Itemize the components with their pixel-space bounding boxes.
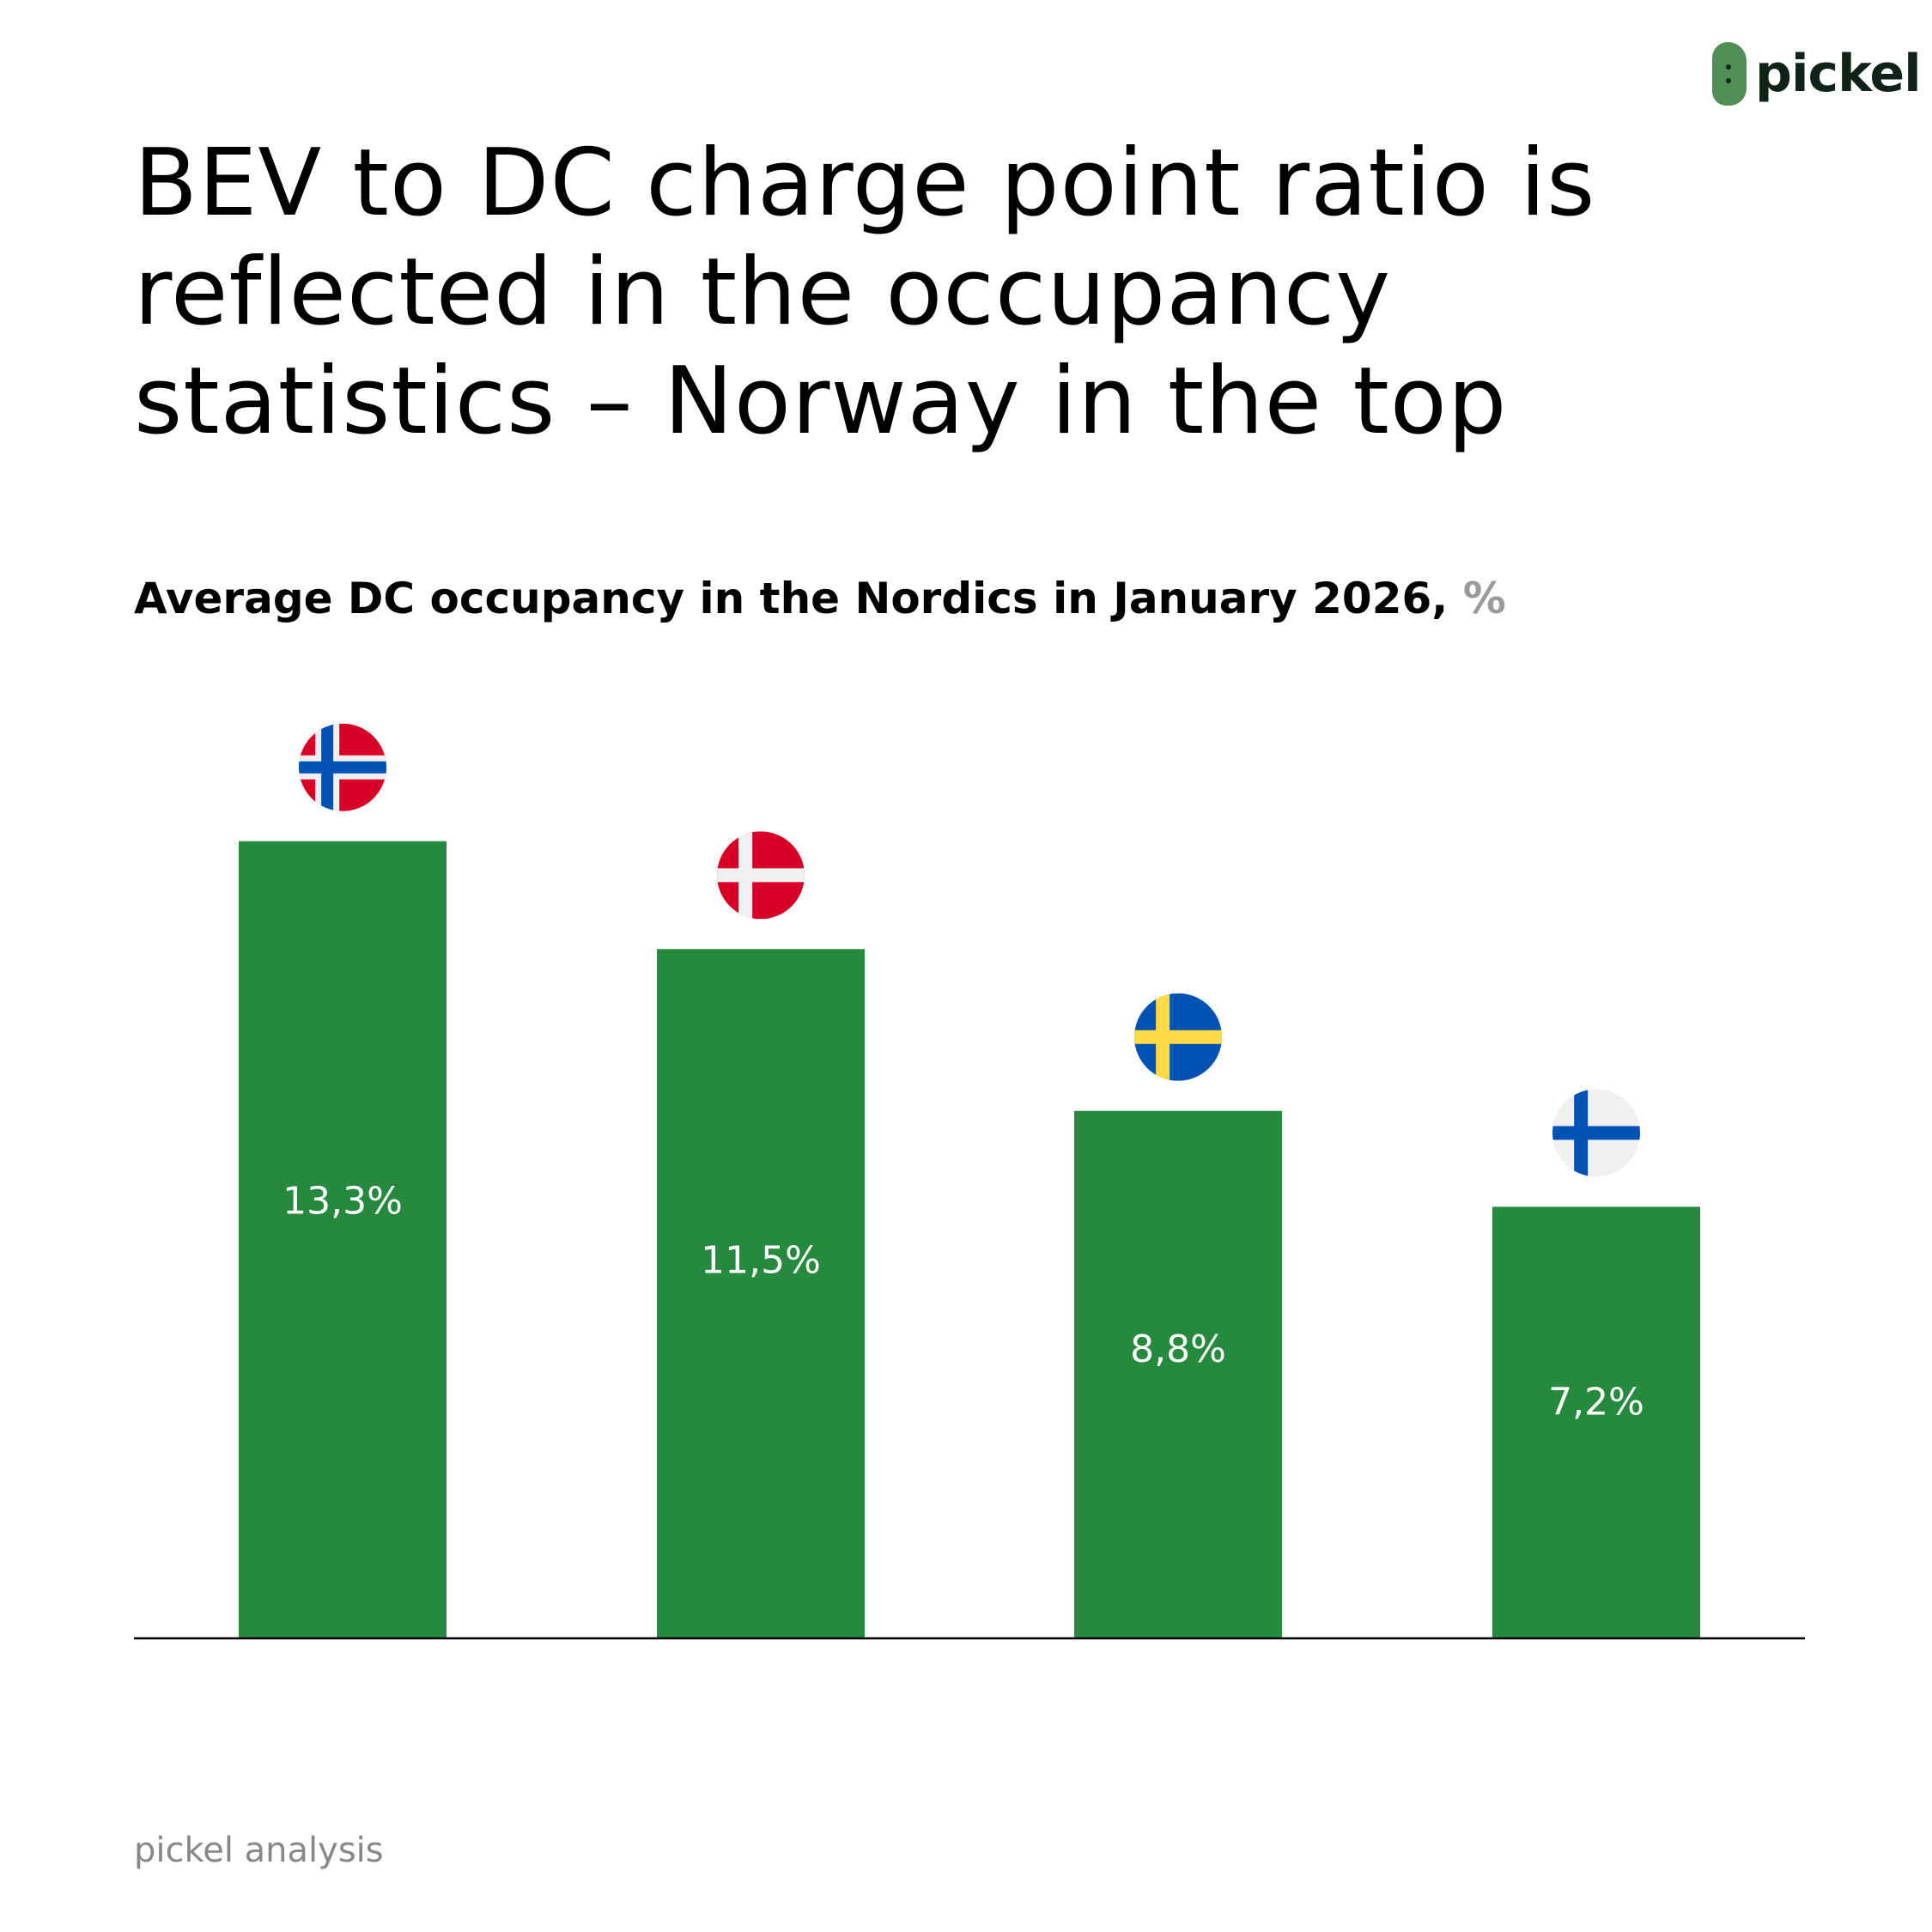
logo-text: pickel [1755, 44, 1922, 104]
source-note: pickel analysis [134, 1831, 384, 1870]
bar-group-norway: 13,3% [239, 723, 447, 1638]
flag-sweden-icon [1134, 993, 1222, 1081]
bar-group-sweden: 8,8% [1074, 993, 1282, 1638]
pickel-logo: pickel [1712, 41, 1922, 106]
bar-group-denmark: 11,5% [657, 831, 865, 1638]
pickle-logo-icon [1712, 42, 1747, 106]
bar-sweden [1074, 1110, 1282, 1638]
flag-denmark-icon [717, 831, 805, 920]
data-label: 8,8% [1130, 1327, 1226, 1371]
flag-norway-icon [299, 723, 386, 811]
bar-finland [1492, 1206, 1700, 1638]
bar-norway [239, 841, 447, 1638]
data-label: 13,3% [283, 1179, 403, 1223]
data-label: 7,2% [1548, 1381, 1644, 1425]
data-label: 11,5% [701, 1239, 821, 1283]
flag-finland-icon [1552, 1089, 1640, 1177]
bar-group-finland: 7,2% [1492, 1089, 1700, 1638]
chart-subtitle: Average DC occupancy in the Nordics in J… [134, 574, 1506, 623]
bar-denmark [657, 949, 865, 1638]
chart-title: BEV to DC charge point ratio is reflecte… [134, 130, 1596, 455]
subtitle-text: Average DC occupancy in the Nordics in J… [134, 574, 1449, 623]
subtitle-unit: % [1462, 574, 1506, 623]
